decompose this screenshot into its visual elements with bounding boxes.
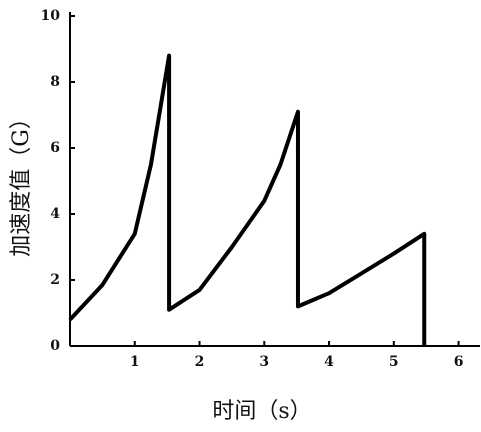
y-tick-label: 0 — [50, 338, 60, 354]
x-tick-label: 1 — [130, 354, 140, 370]
x-tick-label: 2 — [195, 354, 205, 370]
x-tick-label: 4 — [324, 354, 334, 370]
y-tick-label: 2 — [50, 272, 60, 288]
y-tick-label: 10 — [41, 8, 61, 24]
x-tick-label: 6 — [454, 354, 464, 370]
y-tick-label: 8 — [50, 74, 60, 90]
y-tick-label: 4 — [50, 206, 60, 222]
y-tick-label: 6 — [50, 140, 60, 156]
data-line — [68, 53, 427, 346]
x-tick-label: 5 — [389, 354, 399, 370]
x-tick-label: 3 — [259, 354, 269, 370]
y-axis-title: 加速度值（G） — [9, 107, 34, 257]
x-axis-title: 时间（s） — [212, 399, 311, 424]
